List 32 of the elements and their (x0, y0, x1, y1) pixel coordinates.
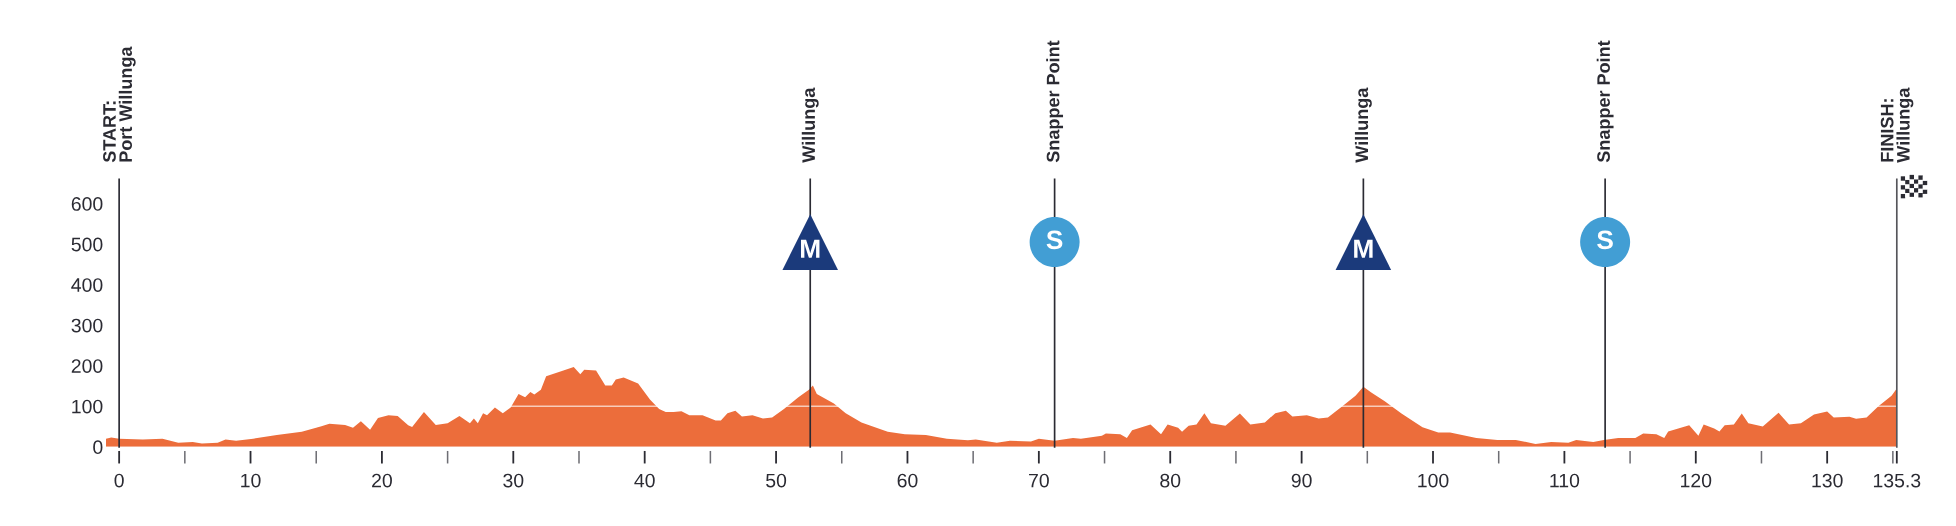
ref-line-label: Willunga (801, 87, 819, 163)
x-tick-label: 60 (897, 473, 918, 488)
y-tick-label: 0 (93, 440, 103, 455)
y-tick-label: 600 (71, 197, 103, 211)
x-tick-label: 120 (1681, 473, 1712, 488)
y-tick-label: 200 (71, 359, 103, 373)
annotation: S (1046, 230, 1063, 250)
x-tick-label: 30 (503, 473, 524, 488)
annotation: M (1354, 239, 1373, 258)
x-tick-label: 110 (1550, 473, 1580, 488)
x-tick-label: 70 (1029, 473, 1049, 488)
ref-line-label: START: Port Willunga (103, 46, 136, 163)
x-tick-label: 90 (1291, 473, 1312, 488)
x-tick-label: 50 (766, 473, 787, 488)
y-tick-label: 500 (71, 237, 103, 252)
x-tick-label: 135.3 (1873, 473, 1921, 488)
ref-line-label: Willunga (1354, 87, 1372, 163)
ref-line-label: FINISH: Willunga (1880, 87, 1914, 163)
annotation: S (1597, 230, 1613, 250)
annotation: M (801, 239, 820, 258)
x-tick-label: 20 (372, 473, 392, 488)
x-tick-label: 40 (634, 473, 655, 488)
y-tick-label: 400 (71, 278, 103, 292)
x-tick-label: 100 (1418, 473, 1449, 488)
ref-line-label: Snapper Point (1596, 40, 1614, 163)
x-tick-label: 0 (114, 473, 124, 488)
y-tick-label: 300 (71, 318, 103, 333)
x-tick-label: 10 (241, 473, 261, 488)
y-tick-label: 100 (72, 399, 103, 414)
x-tick-label: 80 (1160, 473, 1181, 488)
x-tick-label: 130 (1812, 473, 1843, 488)
ref-line-label: Snapper Point (1046, 40, 1064, 163)
